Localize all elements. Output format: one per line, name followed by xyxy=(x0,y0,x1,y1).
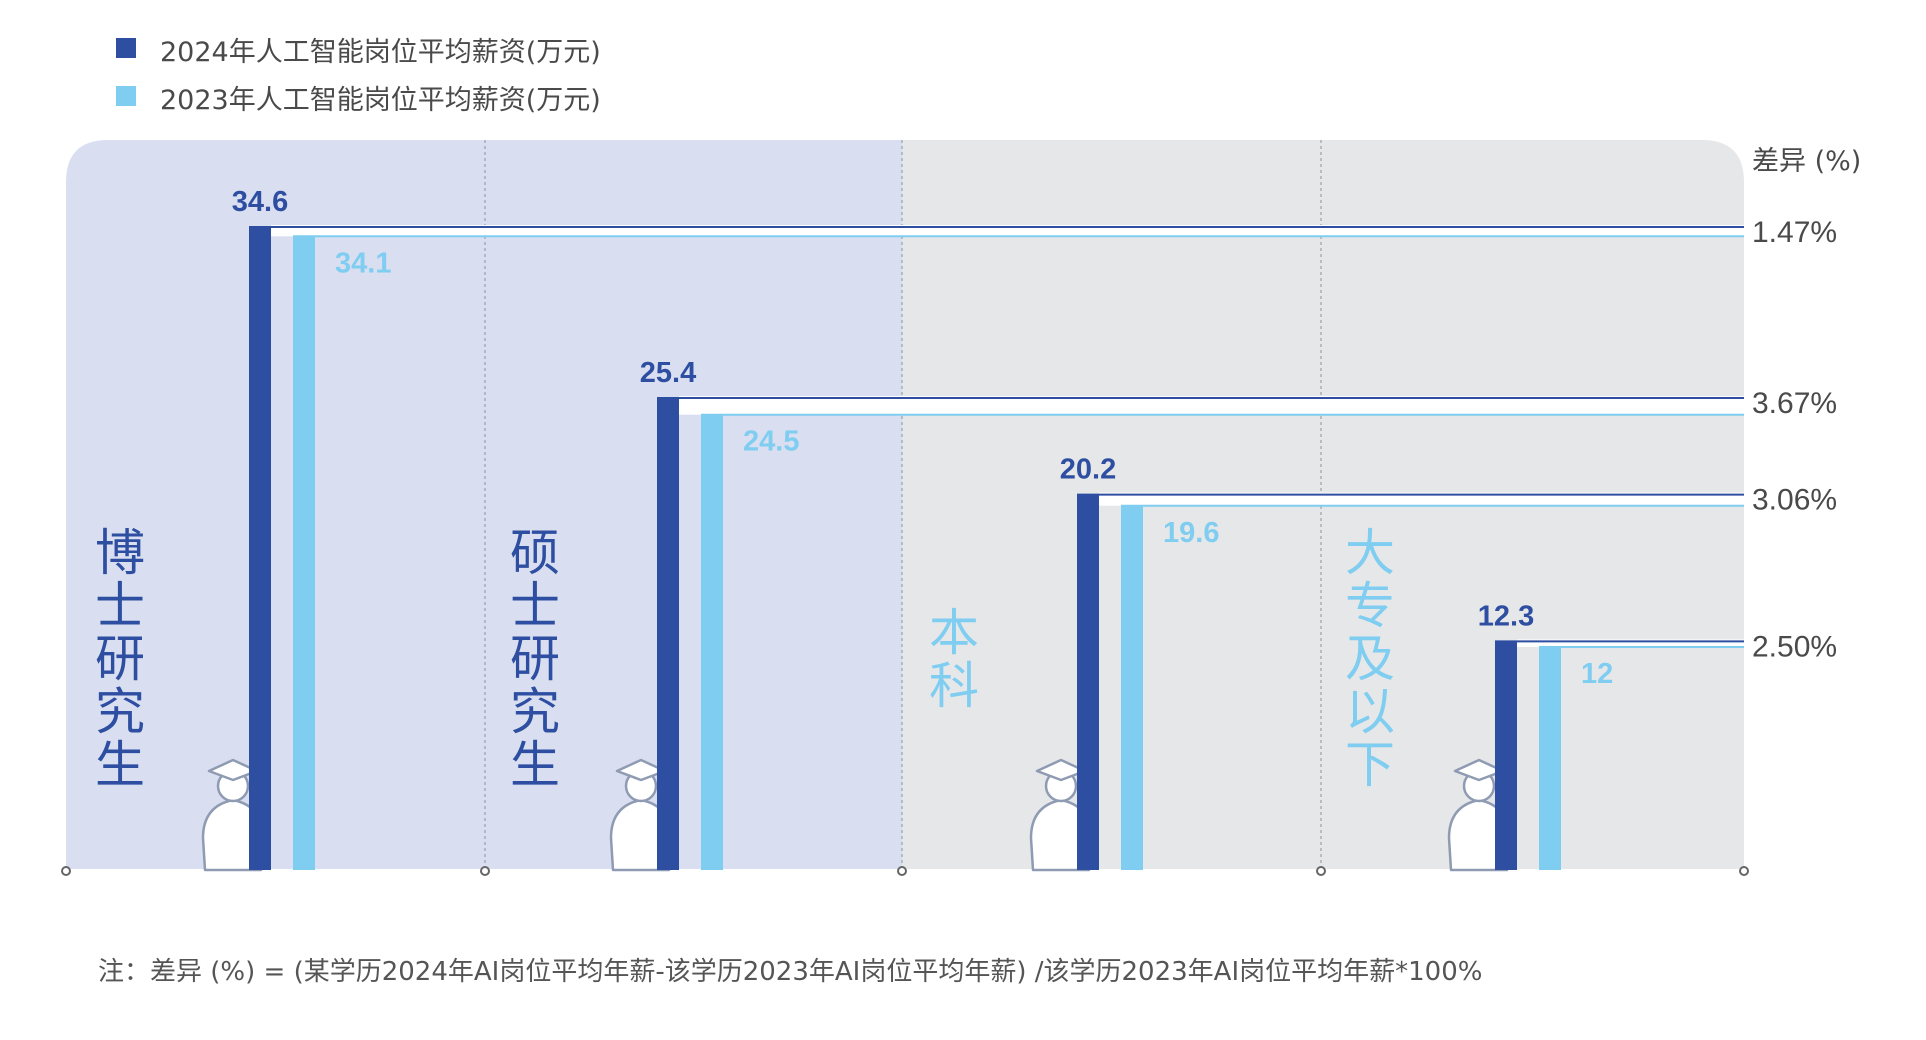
axis-tick-dot xyxy=(1316,866,1326,876)
axis-tick-dot xyxy=(1739,866,1749,876)
legend-label-2023: 2023年人工智能岗位平均薪资(万元) xyxy=(160,85,601,116)
graduate-icon xyxy=(201,758,265,872)
value-label-2023: 24.5 xyxy=(743,426,799,458)
difference-label: 2.50% xyxy=(1752,630,1837,663)
category-label: 博士研究生 xyxy=(95,524,145,794)
data-labels: 34.6 34.1 1.47% 25.4 24.5 3.67% 20.2 19.6 3.06% 1… xyxy=(232,186,1837,690)
graduate-icon xyxy=(609,758,673,872)
value-label-2024: 25.4 xyxy=(640,357,696,389)
axis-tick-dot xyxy=(61,866,71,876)
legend: 2024年人工智能岗位平均薪资(万元) 2023年人工智能岗位平均薪资(万元) xyxy=(116,37,601,116)
bar-2024 xyxy=(1495,641,1517,870)
graduate-figures xyxy=(201,758,1511,872)
bar-2023 xyxy=(1121,505,1143,870)
guide-band xyxy=(271,225,1744,237)
difference-header: 差异 (%) xyxy=(1752,146,1861,177)
value-label-2024: 34.6 xyxy=(232,186,288,218)
value-label-2024: 12.3 xyxy=(1478,600,1534,632)
axis-tick-dot xyxy=(480,866,490,876)
graduate-icon xyxy=(1029,758,1093,872)
category-labels: 博士研究生 硕士研究生 本科 大专及以下 xyxy=(95,524,1395,794)
difference-guide-lines xyxy=(249,225,1744,648)
difference-label: 3.67% xyxy=(1752,387,1837,420)
bar-2024 xyxy=(249,227,271,870)
panel-highlight xyxy=(66,140,902,870)
value-label-2023: 19.6 xyxy=(1163,517,1219,549)
bar-2023 xyxy=(293,236,315,871)
graduate-icon xyxy=(1447,758,1511,872)
guide-band xyxy=(679,395,1744,415)
footnote: 注：差异 (%) = (某学历2024年AI岗位平均年薪-该学历2023年AI岗… xyxy=(98,957,1482,987)
bar-2023 xyxy=(1539,646,1561,870)
value-label-2023: 12 xyxy=(1581,658,1613,690)
difference-label: 3.06% xyxy=(1752,484,1837,517)
bar-2024 xyxy=(657,397,679,870)
category-label: 本科 xyxy=(929,604,979,715)
difference-label: 1.47% xyxy=(1752,216,1837,249)
category-label: 硕士研究生 xyxy=(510,524,560,794)
bars xyxy=(249,227,1561,871)
value-label-2023: 34.1 xyxy=(335,247,391,279)
bar-2023 xyxy=(701,414,723,870)
guide-band xyxy=(1099,492,1744,506)
guide-band xyxy=(1517,639,1744,647)
legend-swatch-2023 xyxy=(116,86,136,106)
axis-tick-dot xyxy=(897,866,907,876)
value-label-2024: 20.2 xyxy=(1060,454,1116,486)
bar-2024 xyxy=(1077,494,1099,870)
legend-swatch-2024 xyxy=(116,38,136,58)
legend-label-2024: 2024年人工智能岗位平均薪资(万元) xyxy=(160,37,601,68)
category-label: 大专及以下 xyxy=(1345,524,1395,794)
